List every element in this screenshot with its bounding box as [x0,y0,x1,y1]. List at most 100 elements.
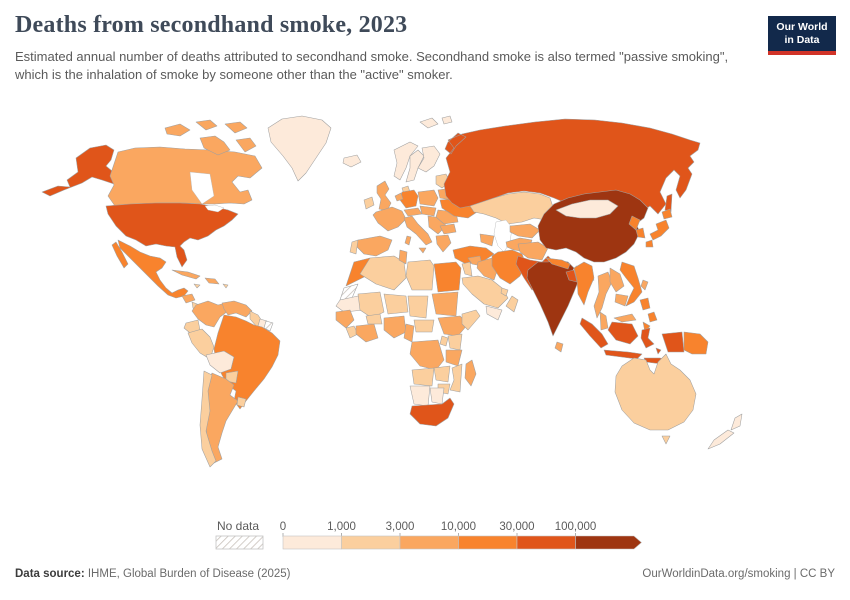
country-chad[interactable] [407,295,429,319]
country-niger[interactable] [383,293,409,315]
legend-swatch-bin2[interactable] [399,535,459,550]
country-sweden[interactable] [405,149,425,183]
country-cambodia[interactable] [614,293,629,307]
country-guatemala[interactable] [181,293,196,304]
country-peru[interactable] [187,328,215,360]
country-tunisia[interactable] [398,249,408,265]
country-botswana[interactable] [429,387,445,405]
country-cameroon[interactable] [403,323,415,343]
legend-swatch-bin5-arrow[interactable] [575,535,642,550]
country-finland[interactable] [417,145,441,173]
legend-swatch-bin3[interactable] [458,535,518,550]
country-united-states[interactable] [105,202,239,268]
country-gulf-states[interactable] [500,287,509,297]
country-nepal[interactable] [545,257,571,270]
country-poland[interactable] [417,189,439,207]
country-thailand[interactable] [593,271,613,319]
legend-swatch-bin1[interactable] [341,535,401,550]
country-uganda[interactable] [439,335,449,347]
owid-logo[interactable]: Our World in Data [768,16,836,56]
country-norway[interactable] [393,141,419,181]
country-south-africa[interactable] [409,397,455,427]
country-ethiopia[interactable] [437,315,469,337]
country-libya[interactable] [405,259,435,291]
country-ireland[interactable] [363,196,375,210]
country-central-african-republic[interactable] [413,319,435,333]
country-sudan[interactable] [431,291,459,317]
country-somalia[interactable] [461,309,481,331]
country-uruguay[interactable] [236,396,247,408]
country-greece[interactable] [435,234,452,253]
country-mongolia[interactable] [555,199,619,219]
country-nigeria[interactable] [383,315,407,339]
country-zambia[interactable] [433,365,451,383]
country-canada[interactable] [107,146,263,207]
country-angola[interactable] [411,367,435,387]
country-japan[interactable] [645,208,673,248]
country-puerto-rico[interactable] [222,283,229,289]
country-laos[interactable] [609,267,625,293]
country-burkina-faso[interactable] [365,313,383,325]
country-tanzania[interactable] [445,349,463,367]
owid-logo-line2: in Data [784,34,820,47]
country-chile[interactable] [199,370,217,468]
country-saudi-arabia[interactable] [461,275,509,309]
country-alaska[interactable] [41,144,129,197]
country-kenya[interactable] [447,333,463,351]
credit-link[interactable]: OurWorldinData.org/smoking | CC BY [642,568,835,580]
country-oman[interactable] [505,295,519,313]
legend-swatch-bin0[interactable] [282,535,342,550]
country-dr-congo[interactable] [409,339,445,371]
country-alpine-states[interactable] [403,207,423,217]
country-benelux[interactable] [394,192,404,202]
country-caucasus[interactable] [479,233,495,247]
country-algeria[interactable] [359,255,407,291]
country-venezuela[interactable] [221,300,253,318]
country-france[interactable] [372,206,407,232]
country-colombia[interactable] [191,300,229,328]
country-new-zealand[interactable] [707,413,743,450]
country-mauritania[interactable] [335,295,365,313]
country-paraguay[interactable] [225,370,239,384]
country-israel-jordan[interactable] [461,261,473,277]
country-myanmar[interactable] [573,261,595,306]
country-cuba[interactable] [171,269,201,280]
data-source: Data source: IHME, Global Burden of Dise… [15,568,291,580]
country-greenland[interactable] [267,115,332,182]
country-south-korea[interactable] [635,227,646,239]
country-bulgaria[interactable] [439,223,457,235]
country-central-europe[interactable] [419,205,437,217]
country-australia[interactable] [614,353,697,445]
country-mexico[interactable] [111,239,189,299]
country-turkey[interactable] [452,245,495,265]
country-afghanistan[interactable] [517,241,549,261]
country-svalbard[interactable] [419,115,453,129]
country-vietnam[interactable] [619,261,643,307]
country-malaysia[interactable] [599,311,637,331]
country-italy[interactable] [403,215,433,254]
legend-no-data-swatch[interactable] [215,535,264,550]
country-spain[interactable] [354,235,393,257]
country-namibia[interactable] [409,385,431,407]
country-senegal-guinea[interactable] [335,309,355,329]
country-jamaica[interactable] [193,283,201,289]
country-united-kingdom[interactable] [376,180,392,212]
country-bolivia[interactable] [205,350,235,374]
legend-swatch-bin4[interactable] [516,535,576,550]
country-french-guiana[interactable] [263,320,274,332]
country-iceland[interactable] [342,154,362,168]
country-cote-divoire-ghana[interactable] [355,323,379,343]
country-taiwan[interactable] [640,279,649,291]
country-egypt[interactable] [433,261,462,293]
country-indonesia[interactable] [579,317,685,365]
country-portugal[interactable] [349,239,359,255]
country-sri-lanka[interactable] [554,341,564,353]
country-hispaniola[interactable] [204,277,220,285]
country-philippines[interactable] [639,297,658,333]
country-papua-new-guinea[interactable] [683,331,709,355]
country-mozambique[interactable] [449,363,463,393]
country-madagascar[interactable] [464,359,477,387]
country-arctic-islands[interactable] [164,119,257,156]
country-yemen[interactable] [485,305,503,321]
country-uzbekistan[interactable] [509,223,541,239]
